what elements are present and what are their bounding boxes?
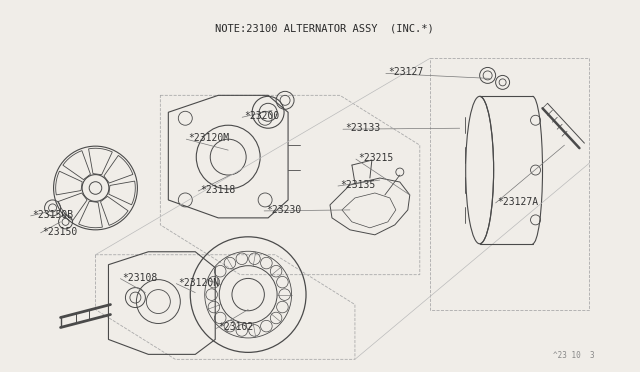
- Text: *23127: *23127: [388, 67, 423, 77]
- Text: *23120N: *23120N: [179, 278, 220, 288]
- Text: *23150: *23150: [43, 227, 78, 237]
- Text: *23150B: *23150B: [33, 210, 74, 220]
- Text: *23230: *23230: [266, 205, 301, 215]
- Text: *23200: *23200: [244, 111, 280, 121]
- Text: *23127A: *23127A: [498, 197, 539, 207]
- Text: *23135: *23135: [340, 180, 375, 190]
- Text: *23120M: *23120M: [188, 133, 229, 143]
- Text: NOTE:23100 ALTERNATOR ASSY  (INC.*): NOTE:23100 ALTERNATOR ASSY (INC.*): [215, 23, 434, 33]
- Text: *23133: *23133: [345, 123, 380, 133]
- Text: *23102: *23102: [218, 323, 253, 333]
- Text: *23118: *23118: [200, 185, 236, 195]
- Text: *23108: *23108: [122, 273, 157, 283]
- Text: *23215: *23215: [358, 153, 393, 163]
- Text: ^23 10  3: ^23 10 3: [553, 351, 595, 360]
